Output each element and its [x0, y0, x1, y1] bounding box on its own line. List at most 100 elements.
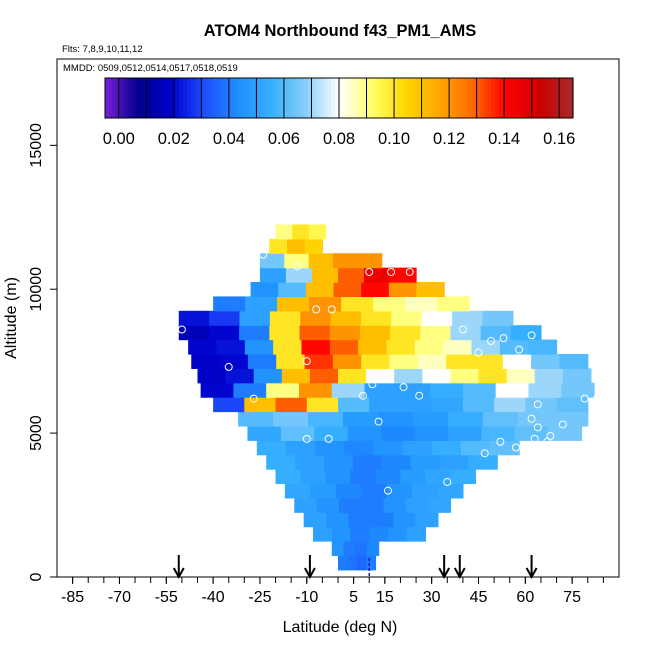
flight-arrow-head	[453, 567, 466, 580]
colorbar-segment	[237, 78, 243, 118]
heatmap-cell	[275, 397, 308, 413]
heatmap-cell	[197, 368, 227, 384]
colorbar-segment	[378, 78, 383, 118]
heatmap-cell	[269, 325, 301, 341]
heatmap-cell	[502, 353, 532, 369]
heatmap-cell	[266, 454, 296, 470]
colorbar-segment	[214, 78, 219, 118]
heatmap-cell	[361, 497, 385, 513]
colorbar-segment	[366, 78, 371, 118]
colorbar-segment	[487, 78, 492, 118]
heatmap-cell	[412, 483, 439, 499]
colorbar-segment	[229, 78, 235, 118]
heatmap-cell	[285, 267, 313, 283]
colorbar-segment	[128, 78, 133, 118]
heatmap-cell	[276, 353, 306, 369]
sample-point	[418, 273, 427, 282]
heatmap-cell	[366, 541, 380, 557]
heatmap-cell	[338, 397, 370, 413]
flight-arrow-head	[172, 567, 185, 580]
x-tick-label: -55	[155, 589, 178, 606]
colorbar-segment	[264, 78, 270, 118]
colorbar-segment	[424, 78, 430, 118]
colorbar-segment	[342, 78, 348, 118]
colorbar-segment	[155, 78, 161, 118]
sample-point	[443, 478, 452, 487]
heatmap-cell	[256, 440, 287, 456]
heatmap-cell	[361, 282, 390, 298]
colorbar-segment	[257, 78, 262, 118]
colorbar-segment	[561, 78, 566, 118]
sample-point	[405, 267, 414, 276]
colorbar-segment	[452, 78, 457, 118]
heatmap-cell	[406, 526, 427, 542]
heatmap-cell	[562, 368, 592, 384]
heatmap-cell	[369, 397, 402, 413]
x-tick-label: -70	[108, 589, 131, 606]
colorbar-segment	[253, 78, 258, 118]
heatmap-cell	[450, 469, 476, 485]
sample-point	[527, 331, 536, 340]
markers-layer	[172, 555, 538, 580]
sample-point	[324, 434, 333, 443]
sample-point	[190, 397, 199, 406]
colorbar-segment	[202, 78, 207, 118]
colorbar-tick-labels: 0.00 0.02 0.04 0.06 0.08 0.10 0.12 0.14 0.16	[103, 130, 576, 148]
heatmap-cell	[561, 382, 595, 398]
heatmap-cell	[333, 253, 358, 269]
colorbar-segment	[303, 78, 309, 118]
x-tick-label: 5	[349, 589, 358, 606]
flight-arrow-head	[438, 567, 451, 580]
sample-point	[511, 443, 520, 452]
sample-points-layer	[177, 250, 611, 495]
heatmap-cell	[253, 368, 283, 384]
colorbar-tick-label: 0.04	[213, 130, 245, 148]
heatmap-cell	[284, 253, 310, 269]
sample-point	[302, 357, 311, 366]
heatmap-cell	[347, 425, 382, 441]
colorbar-segment	[354, 78, 360, 118]
heatmap-cell	[366, 555, 377, 571]
heatmap-cell	[315, 440, 345, 456]
sample-point	[415, 391, 424, 400]
heatmap-cell	[225, 368, 255, 384]
heatmap-cell	[437, 483, 464, 499]
heatmap-cell	[355, 541, 368, 557]
heatmap-cell	[259, 267, 287, 283]
heatmap-cell	[391, 310, 423, 326]
heatmap-cell	[394, 368, 423, 384]
x-tick-label: 75	[563, 589, 581, 606]
heatmap-cell	[331, 526, 352, 542]
heatmap-cell	[356, 555, 367, 571]
sample-point	[533, 423, 542, 432]
colorbar-segment	[339, 78, 344, 118]
heatmap-cell	[306, 397, 339, 413]
colorbar-tick-label: 0.06	[268, 130, 300, 148]
heatmap-cell	[278, 282, 307, 298]
sample-point	[593, 394, 602, 403]
heatmap-cell	[421, 310, 453, 326]
heatmap-cell	[499, 339, 529, 355]
heatmap-cell	[325, 469, 352, 485]
sample-point	[293, 262, 302, 271]
heatmap-cell	[219, 353, 249, 369]
sample-point	[499, 334, 508, 343]
heatmap-cell	[239, 325, 270, 341]
colorbar-segment	[327, 78, 332, 118]
colorbar-segment	[268, 78, 274, 118]
heatmap-cell	[462, 382, 497, 398]
heatmap-cell	[494, 397, 526, 413]
heatmap-cell	[405, 296, 438, 312]
heatmap-cell	[200, 382, 235, 398]
heatmap-cell	[341, 296, 374, 312]
colorbar-segment	[331, 78, 336, 118]
heatmap-cell	[400, 469, 427, 485]
sample-point	[312, 305, 321, 314]
heatmap-cell	[300, 469, 327, 485]
colorbar-segment	[108, 78, 114, 118]
heatmap-cell	[377, 411, 414, 427]
colorbar-segment	[479, 78, 484, 118]
heatmap-cell	[393, 512, 417, 528]
heatmap-cell	[388, 282, 418, 298]
heatmap-cell	[450, 368, 480, 384]
